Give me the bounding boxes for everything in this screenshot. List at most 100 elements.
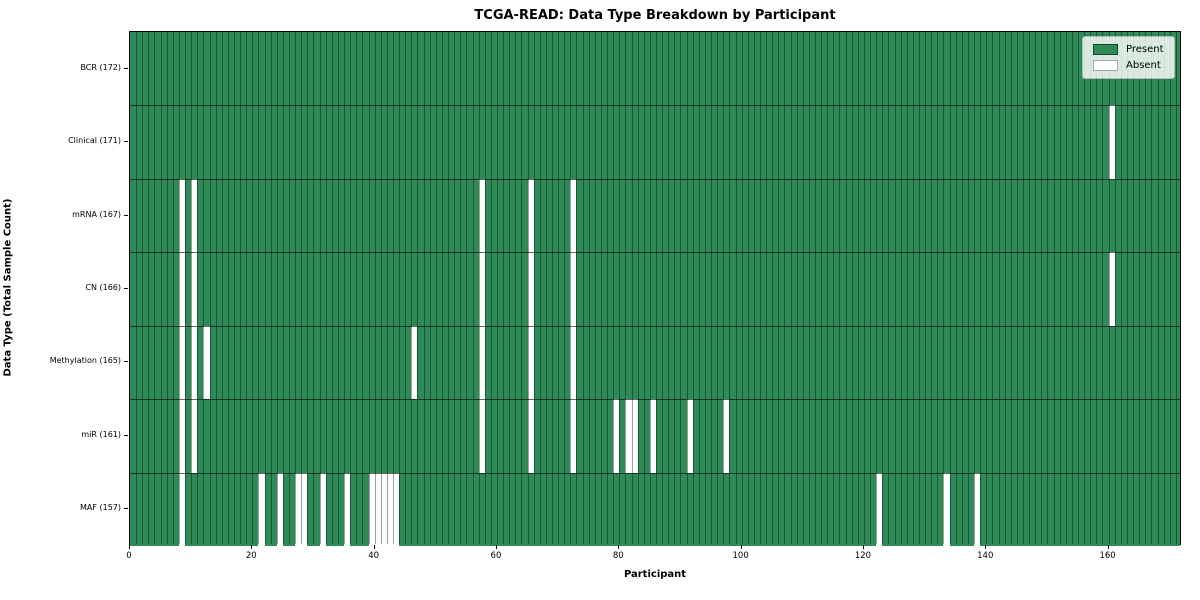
participant-gridline [393,32,394,544]
x-tick-mark [740,545,742,549]
x-tick-label: 160 [1099,551,1116,561]
participant-gridline [313,32,315,544]
absent-cell [478,252,485,326]
participant-gridline [552,32,554,544]
absent-cell [631,399,638,473]
absent-cell [319,472,326,546]
absent-cell [478,325,485,400]
participant-gridline [233,32,235,544]
absent-cell [527,252,534,326]
participant-gridline [576,32,578,544]
participant-gridline [882,32,884,544]
participant-gridline [778,32,780,544]
absent-cell [393,472,400,546]
absent-cell [649,399,656,473]
x-tick-label: 140 [977,551,994,561]
participant-gridline [704,32,706,544]
x-tick-label: 80 [612,551,624,561]
x-tick-mark [618,545,620,549]
participant-gridline [967,32,969,544]
participant-gridline [399,32,401,544]
participant-gridline [405,32,407,544]
participant-gridline [1022,32,1024,544]
participant-gridline [1133,32,1135,544]
participant-gridline [833,32,835,544]
absent-cell [191,178,198,253]
absent-cell [276,472,283,546]
participant-gridline [925,32,927,544]
participant-gridline [527,32,529,544]
participant-gridline [937,32,939,544]
participant-gridline [668,32,670,544]
participant-gridline [998,32,1000,544]
participant-gridline [319,32,321,544]
participant-gridline [411,32,413,544]
absent-cell [191,252,198,326]
participant-gridline [515,32,517,544]
participant-gridline [894,32,896,544]
participant-gridline [429,32,431,544]
heatmap-row-clinical [130,105,1180,179]
participant-gridline [698,32,700,544]
row-boundary-line [130,252,1180,254]
heatmap-row-cn [130,252,1180,326]
participant-gridline [509,32,511,544]
participant-gridline [417,32,419,544]
participant-gridline [1139,32,1141,544]
participant-gridline [191,32,193,544]
participant-gridline [197,32,199,544]
x-tick-label: 100 [732,551,749,561]
participant-gridline [943,32,945,544]
participant-gridline [454,32,456,544]
participant-gridline [380,32,382,544]
participant-gridline [154,32,156,544]
absent-cell [625,399,632,473]
participant-gridline [246,32,248,544]
participant-gridline [674,32,676,544]
participant-gridline [466,32,468,544]
participant-gridline [533,32,535,544]
participant-gridline [1090,32,1092,544]
y-tick-label: BCR (172) [80,62,121,72]
participant-gridline [1157,32,1159,544]
absent-cell [1108,105,1115,179]
participant-gridline [686,32,688,544]
y-tick-mark [124,508,128,510]
absent-cell [570,325,577,400]
participant-gridline [1035,32,1037,544]
heatmap-row-methylation [130,325,1180,400]
legend-label-absent: Absent [1126,60,1161,71]
participant-gridline [649,32,651,544]
participant-gridline [258,32,260,544]
participant-gridline [637,32,639,544]
participant-gridline [766,32,768,544]
legend: Present Absent [1082,36,1175,79]
participant-gridline [350,32,352,544]
y-tick-label: CN (166) [85,283,121,292]
participant-gridline [136,32,138,544]
participant-gridline [656,32,657,544]
participant-gridline [484,32,486,544]
y-tick-mark [124,434,128,436]
participant-gridline [368,32,370,544]
absent-cell [178,325,186,400]
y-tick-label: miR (161) [81,429,121,439]
participant-gridline [1065,32,1067,544]
participant-gridline [607,32,609,544]
participant-gridline [1145,32,1147,544]
participant-gridline [643,32,645,544]
participant-gridline [221,32,223,544]
participant-gridline [906,32,908,544]
absent-cell [1108,252,1115,326]
absent-cell [374,472,381,546]
participant-gridline [747,32,749,544]
participant-gridline [539,32,541,544]
legend-item-absent: Absent [1093,60,1164,71]
x-tick-label: 60 [490,551,502,561]
participant-gridline [631,32,633,544]
participant-gridline [815,32,817,544]
participant-gridline [588,32,590,544]
participant-gridline [264,32,266,544]
absent-cell [527,325,534,400]
participant-gridline [790,32,792,544]
